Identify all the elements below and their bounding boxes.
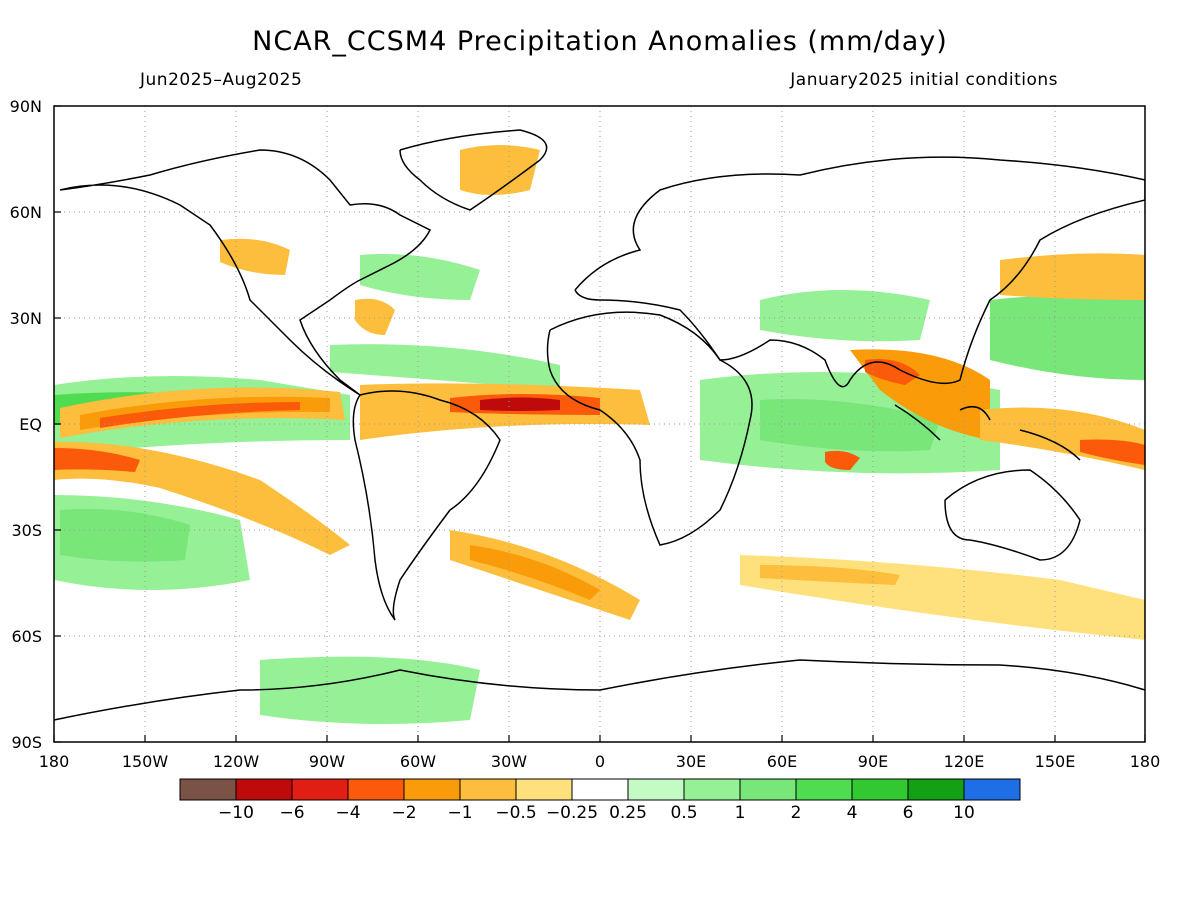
anomaly-region <box>54 448 140 472</box>
anomaly-field <box>54 145 1145 724</box>
anomaly-region <box>260 656 480 724</box>
anomaly-region <box>760 565 900 585</box>
africa-coast <box>546 311 753 546</box>
lon-label: 150W <box>122 752 169 771</box>
lon-label: 30W <box>491 752 527 771</box>
lon-label: 150E <box>1035 752 1076 771</box>
north-america-coast <box>59 149 432 396</box>
colorbar <box>179 778 1021 801</box>
colorbar-swatch <box>179 778 237 801</box>
colorbar-swatch <box>459 778 517 801</box>
colorbar-swatch <box>851 778 909 801</box>
anomaly-region <box>60 509 190 562</box>
colorbar-swatch <box>403 778 461 801</box>
lon-label: 90E <box>858 752 888 771</box>
longitude-labels: 180 150W 120W 90W 60W 30W 0 30E 60E 90E … <box>39 752 1161 771</box>
colorbar-swatch <box>515 778 573 801</box>
colorbar-label: −10 <box>218 803 254 823</box>
colorbar-label: −6 <box>279 803 304 823</box>
anomaly-region <box>470 545 600 600</box>
lon-label: 30E <box>676 752 706 771</box>
lat-label: 30N <box>10 309 42 328</box>
anomaly-region <box>990 295 1145 380</box>
lat-label: 30S <box>11 521 42 540</box>
anomaly-region <box>1080 439 1145 465</box>
greenland-coast <box>399 129 548 211</box>
lat-label: 60S <box>11 627 42 646</box>
colorbar-swatch <box>795 778 853 801</box>
anomaly-region <box>360 254 480 300</box>
australia-coast <box>944 469 1081 561</box>
forecast-period: Jun2025–Aug2025 <box>140 70 303 90</box>
colorbar-label: −0.25 <box>546 803 598 823</box>
anomaly-region <box>760 399 940 452</box>
colorbar-label: −2 <box>391 803 416 823</box>
anomaly-region <box>480 397 560 411</box>
latitude-labels: 90N 60N 30N EQ 30S 60S 90S <box>10 97 42 752</box>
graticule <box>54 106 1145 742</box>
lon-label: 90W <box>309 752 345 771</box>
colorbar-label: −0.5 <box>495 803 536 823</box>
colorbar-label: 10 <box>953 803 975 823</box>
colorbar-label: 4 <box>847 803 858 823</box>
lon-label: 60E <box>767 752 797 771</box>
colorbar-label: 0.25 <box>609 803 647 823</box>
colorbar-swatch <box>571 778 629 801</box>
colorbar-label: −1 <box>447 803 472 823</box>
lat-label: 90N <box>10 97 42 116</box>
anomaly-region <box>460 145 540 195</box>
tick-marks <box>53 105 1146 743</box>
lat-label: 60N <box>10 203 42 222</box>
colorbar-label: 1 <box>735 803 746 823</box>
map-title: NCAR_CCSM4 Precipitation Anomalies (mm/d… <box>252 26 948 57</box>
colorbar-swatch <box>347 778 405 801</box>
colorbar-label: 0.5 <box>670 803 697 823</box>
anomaly-region <box>825 450 860 470</box>
colorbar-swatch <box>683 778 741 801</box>
anomaly-region <box>760 290 930 342</box>
lon-label: 180 <box>1130 752 1161 771</box>
lat-label: EQ <box>19 415 42 434</box>
colorbar-label: −4 <box>335 803 360 823</box>
maritime-continent-coast <box>894 404 1081 461</box>
colorbar-label: 6 <box>903 803 914 823</box>
anomaly-region <box>355 298 395 335</box>
lon-label: 120E <box>944 752 985 771</box>
anomaly-region <box>220 238 290 275</box>
colorbar-label: 2 <box>791 803 802 823</box>
colorbar-swatch <box>963 778 1021 801</box>
initial-conditions: January2025 initial conditions <box>790 70 1058 90</box>
south-america-coast <box>352 390 501 621</box>
anomaly-region <box>1000 253 1145 300</box>
colorbar-swatch <box>235 778 293 801</box>
colorbar-swatch <box>291 778 349 801</box>
lon-label: 60W <box>400 752 436 771</box>
coastlines <box>54 129 1145 721</box>
colorbar-swatch <box>627 778 685 801</box>
antarctica-coast <box>54 659 1145 721</box>
anomaly-region <box>100 402 300 428</box>
colorbar-labels: −10 −6 −4 −2 −1 −0.5 −0.25 0.25 0.5 1 2 … <box>218 803 975 823</box>
eurasia-coast <box>574 156 1145 388</box>
anomaly-region <box>330 344 560 390</box>
lon-label: 180 <box>39 752 70 771</box>
colorbar-swatch <box>739 778 797 801</box>
lon-label: 0 <box>595 752 605 771</box>
lat-label: 90S <box>11 733 42 752</box>
lon-label: 120W <box>213 752 260 771</box>
colorbar-swatch <box>907 778 965 801</box>
anomaly-region <box>865 359 920 385</box>
